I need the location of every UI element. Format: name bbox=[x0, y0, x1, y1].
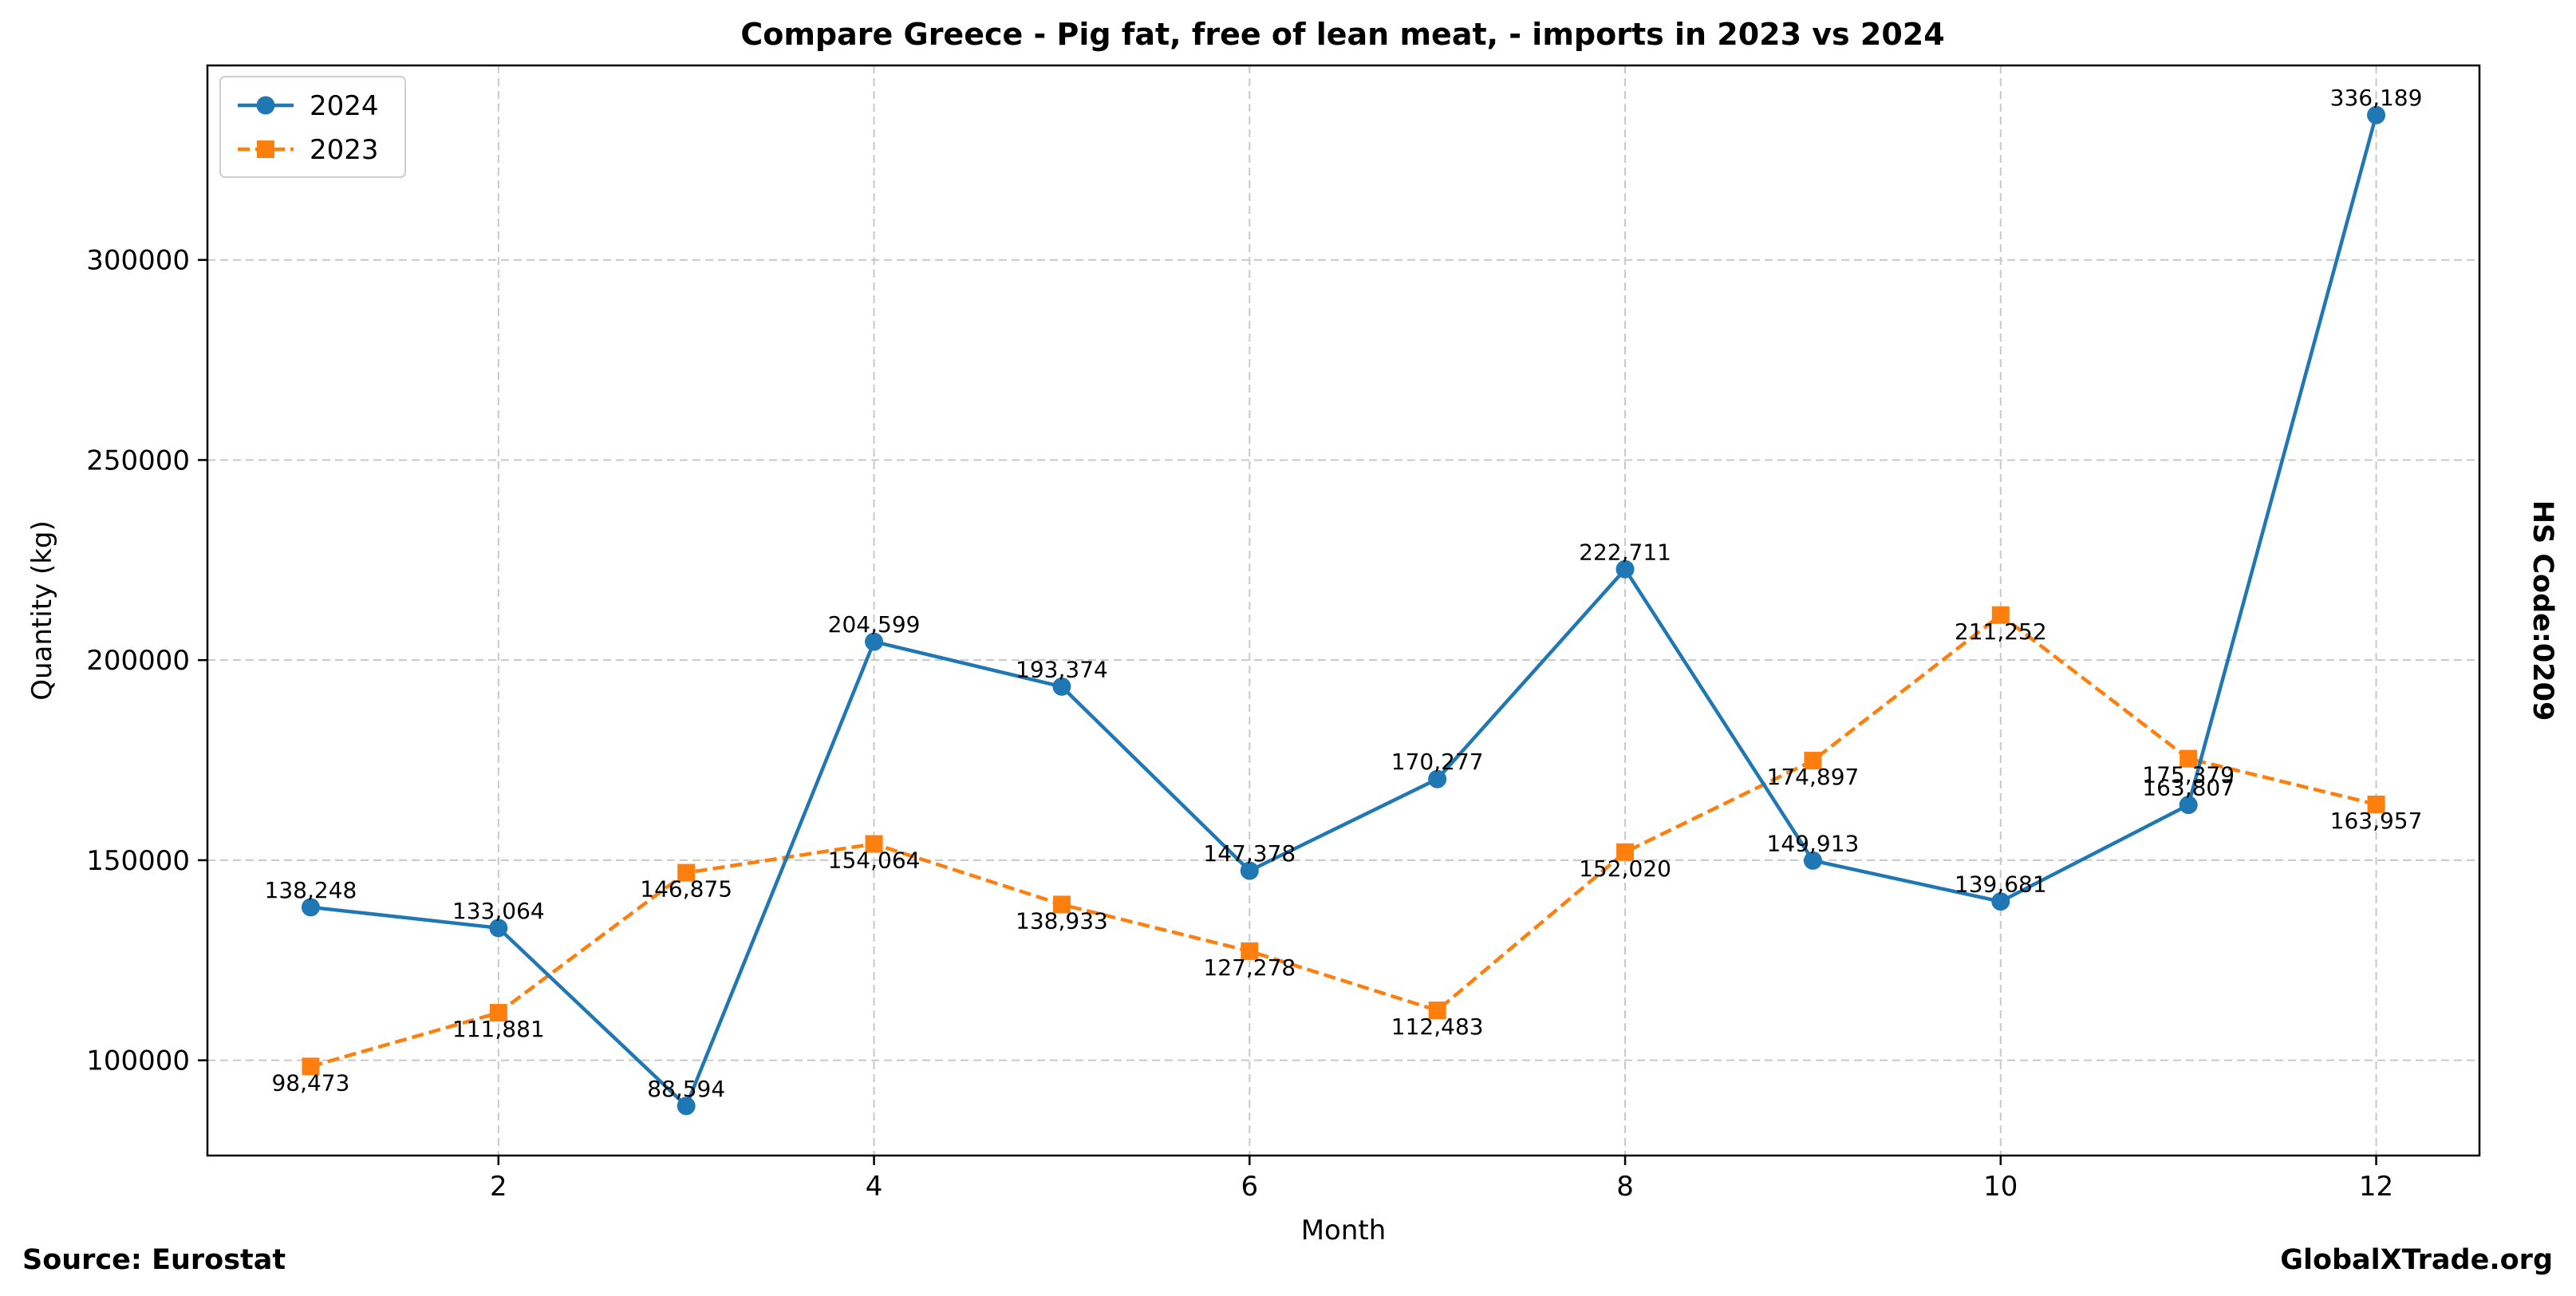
data-label-2024: 163,807 bbox=[2142, 775, 2235, 801]
series-point-2023 bbox=[677, 863, 696, 882]
legend-marker-2024 bbox=[256, 96, 275, 115]
data-label-2024: 138,248 bbox=[265, 877, 357, 903]
source-label: Source: Eurostat bbox=[22, 1244, 286, 1276]
x-tick-label: 6 bbox=[1241, 1171, 1258, 1203]
y-tick-label: 300000 bbox=[86, 245, 190, 277]
data-label-2024: 147,378 bbox=[1203, 840, 1296, 867]
x-tick-label: 8 bbox=[1616, 1171, 1634, 1203]
y-tick-label: 200000 bbox=[86, 645, 190, 677]
data-label-2024: 336,189 bbox=[2330, 85, 2423, 111]
data-label-2023: 174,897 bbox=[1767, 764, 1860, 790]
x-tick-label: 2 bbox=[490, 1171, 507, 1203]
y-tick-label: 100000 bbox=[86, 1045, 190, 1077]
brand-label: GlobalXTrade.org bbox=[2280, 1244, 2553, 1276]
data-label-2024: 149,913 bbox=[1767, 830, 1860, 856]
series-point-2024 bbox=[1428, 769, 1447, 788]
data-label-2023: 127,278 bbox=[1203, 954, 1296, 981]
x-tick-label: 10 bbox=[1983, 1171, 2018, 1203]
series-point-2023 bbox=[2367, 795, 2385, 813]
data-label-2023: 112,483 bbox=[1391, 1013, 1484, 1040]
series-point-2024 bbox=[865, 632, 884, 651]
x-tick-label: 4 bbox=[866, 1171, 883, 1203]
series-point-2024 bbox=[1052, 677, 1071, 696]
data-label-2024: 139,681 bbox=[1955, 871, 2047, 898]
grid-layer bbox=[207, 65, 2479, 1156]
data-label-2023: 146,875 bbox=[640, 876, 732, 903]
legend: 2024 2023 bbox=[219, 76, 406, 178]
series-point-2023 bbox=[489, 1004, 507, 1022]
series-point-2024 bbox=[1991, 892, 2010, 911]
data-label-layer: 138,248 133,064 88,594 204,599 193,374 147,37… bbox=[265, 85, 2423, 1102]
data-label-2024: 170,277 bbox=[1391, 749, 1484, 775]
data-label-2023: 138,933 bbox=[1016, 907, 1108, 934]
data-label-2023: 111,881 bbox=[452, 1016, 545, 1042]
data-label-2024: 222,711 bbox=[1579, 539, 1671, 565]
plot-frame bbox=[206, 64, 2481, 1157]
series-point-2024 bbox=[1240, 861, 1259, 880]
series-point-2024 bbox=[2367, 105, 2386, 124]
series-line-2023 bbox=[310, 613, 2377, 1069]
series-point-2023 bbox=[1616, 843, 1635, 861]
series-point-2023 bbox=[1052, 895, 1071, 914]
data-label-2023: 175,379 bbox=[2142, 762, 2235, 788]
chart-title: Compare Greece - Pig fat, free of lean m… bbox=[740, 17, 1944, 52]
legend-label-2024: 2024 bbox=[310, 90, 379, 122]
series-point-2023 bbox=[2180, 749, 2198, 768]
data-label-2024: 133,064 bbox=[452, 898, 545, 924]
series-point-2023 bbox=[1991, 606, 2010, 624]
data-label-2024: 193,374 bbox=[1016, 656, 1108, 682]
series-line-2024 bbox=[310, 114, 2378, 1108]
x-tick-label: 12 bbox=[2359, 1171, 2393, 1203]
data-label-2023: 154,064 bbox=[828, 848, 921, 874]
series-point-2023 bbox=[1804, 752, 1822, 770]
data-label-2023: 163,957 bbox=[2330, 808, 2423, 834]
legend-marker-2023 bbox=[257, 140, 274, 158]
x-axis-label: Month bbox=[1301, 1215, 1387, 1247]
series-point-2024 bbox=[1803, 851, 1822, 870]
y-tick-label: 250000 bbox=[86, 445, 190, 476]
data-label-2024: 88,594 bbox=[647, 1076, 725, 1102]
hs-code-label: HS Code:0209 bbox=[2527, 500, 2558, 721]
data-label-2023: 98,473 bbox=[271, 1069, 349, 1096]
tick-layer: 2 4 6 8 10 12 100000 150000 200000 250000 300000 bbox=[86, 245, 2393, 1203]
series-layer bbox=[301, 105, 2386, 1116]
data-label-2024: 204,599 bbox=[828, 611, 921, 638]
series-point-2024 bbox=[2179, 796, 2198, 815]
data-label-2023: 211,252 bbox=[1955, 618, 2047, 645]
series-point-2024 bbox=[489, 919, 508, 938]
series-point-2024 bbox=[677, 1096, 696, 1116]
series-point-2024 bbox=[1615, 559, 1635, 579]
y-axis-label: Quantity (kg) bbox=[26, 520, 58, 701]
series-point-2023 bbox=[1241, 942, 1259, 960]
series-point-2023 bbox=[302, 1057, 320, 1076]
series-point-2023 bbox=[865, 835, 883, 853]
y-tick-label: 150000 bbox=[86, 845, 190, 877]
series-point-2023 bbox=[1428, 1002, 1446, 1020]
data-label-2023: 152,020 bbox=[1579, 855, 1671, 882]
legend-label-2023: 2023 bbox=[310, 134, 379, 166]
series-point-2024 bbox=[301, 898, 320, 917]
